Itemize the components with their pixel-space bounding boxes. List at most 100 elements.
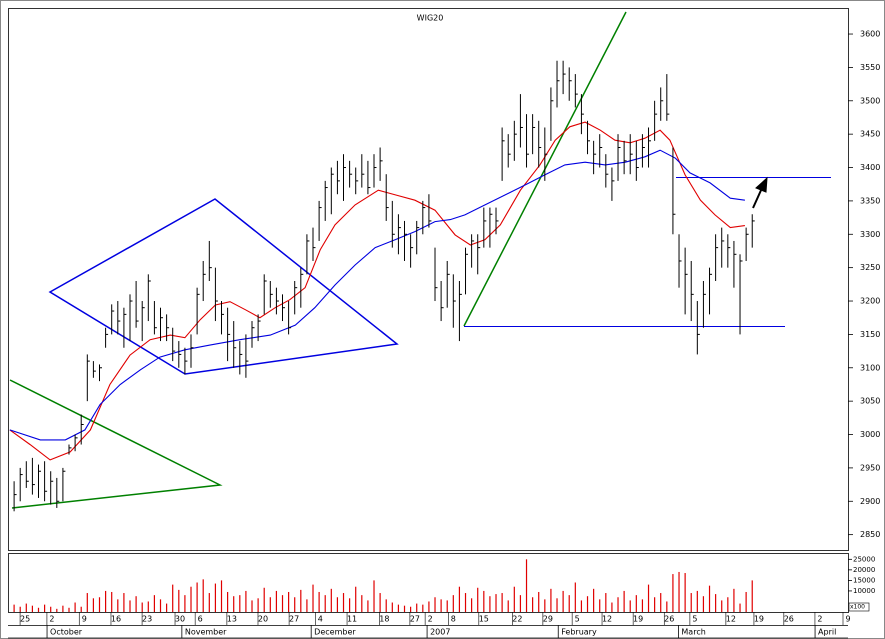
volume-bar [715,594,717,612]
triangle [9,379,223,509]
month-label: November [185,628,227,637]
volume-bar [599,599,601,612]
volume-bar [678,571,680,612]
volume-bar [330,588,332,612]
y-tick-label: 2900 [860,497,880,506]
x-tick-label: 27 [410,615,420,624]
volume-bar [233,596,235,612]
volume-bar [623,590,625,612]
x-tick-label: 2 [817,615,822,624]
volume-bar [98,597,101,612]
volume-bar [208,593,210,612]
volume-bar [391,602,393,612]
y-tick-label: 3500 [860,96,880,105]
volume-bar [507,600,509,612]
x-tick-label: 2 [428,615,433,624]
volume-bar [306,599,308,612]
volume-bar [617,597,619,612]
volume-unit-box [848,602,870,612]
x-tick-label: 26 [784,615,794,624]
volume-bar [379,593,381,612]
diamond [48,198,399,375]
x-tick-label: 9 [82,615,87,624]
volume-bar [666,601,668,612]
volume-bar [312,584,314,612]
x-tick-label: 22 [512,615,522,624]
volume-bar [294,597,296,612]
volume-bar [275,590,278,612]
average-line [9,149,745,441]
volume-bar [153,595,156,612]
x-tick-label: 6 [198,615,203,624]
volume-bar [19,606,21,612]
volume-unit: x100 [850,604,865,611]
y-tick-label: 2950 [860,463,880,472]
y-tick-label: 3000 [860,430,880,439]
volume-tick-label: 20000 [853,566,875,574]
x-tick-label: 29 [543,615,553,624]
y-tick-label: 3600 [860,30,880,39]
x-tick-label: 19 [633,615,643,624]
volume-bar [172,584,174,612]
volume-bar [562,590,564,612]
volume-bar [135,596,137,612]
volume-panel [8,553,849,613]
month-label: March [681,628,705,637]
x-tick-label: 5 [692,615,697,624]
volume-bar [458,586,461,612]
x-tick-label: 12 [726,615,736,624]
volume-bar [721,600,723,612]
volume-bar [74,602,76,612]
volume-bar [80,606,82,612]
volume-bar [105,590,107,612]
volume-bar [269,597,271,612]
volume-bar [342,593,345,612]
volume-bar [751,580,753,612]
volume-bar [25,603,27,612]
volume-bar [281,595,284,612]
volume-tick-label: 25000 [853,555,875,563]
volume-bar [300,589,302,612]
volume-bar [196,582,198,612]
volume-bar [31,605,34,612]
volume-bar [37,607,40,612]
volume-bar [660,593,662,612]
volume-bar [263,587,265,612]
x-tick-label: 13 [227,615,237,624]
volume-bar [13,604,15,612]
month-label: October [50,628,83,637]
volume-bar [733,588,735,612]
volume-bar [611,602,613,612]
volume-bar [696,590,698,612]
volume-bar [440,599,442,612]
volume-bar [532,597,534,612]
x-tick-label: 9 [845,615,850,624]
volume-bar [318,591,320,612]
volume-bar [702,596,705,612]
volume-bar [739,603,741,612]
volume-bar [111,591,113,612]
volume-bar [147,601,149,612]
volume-bar [44,604,46,612]
volume-bar [654,597,656,612]
month-label: April [818,628,836,637]
volume-bar [471,598,473,612]
x-tick-label: 15 [479,615,489,624]
volume-bar [62,605,64,612]
x-tick-label: 16 [111,615,121,624]
y-tick-label: 3200 [860,297,880,306]
volume-bar [538,591,540,612]
price-panel [8,8,849,551]
volume-bar [556,598,558,612]
volume-bar [489,596,491,612]
x-tick-label: 5 [575,615,580,624]
x-tick-label: 20 [258,615,268,624]
volume-bar [373,580,375,612]
y-tick-label: 3400 [860,163,880,172]
volume-bar [184,595,186,612]
average-line [9,121,745,461]
volume-bar [257,598,259,612]
volume-bar [86,593,88,612]
volume-bar [288,591,290,612]
y-tick-label: 3250 [860,263,880,272]
